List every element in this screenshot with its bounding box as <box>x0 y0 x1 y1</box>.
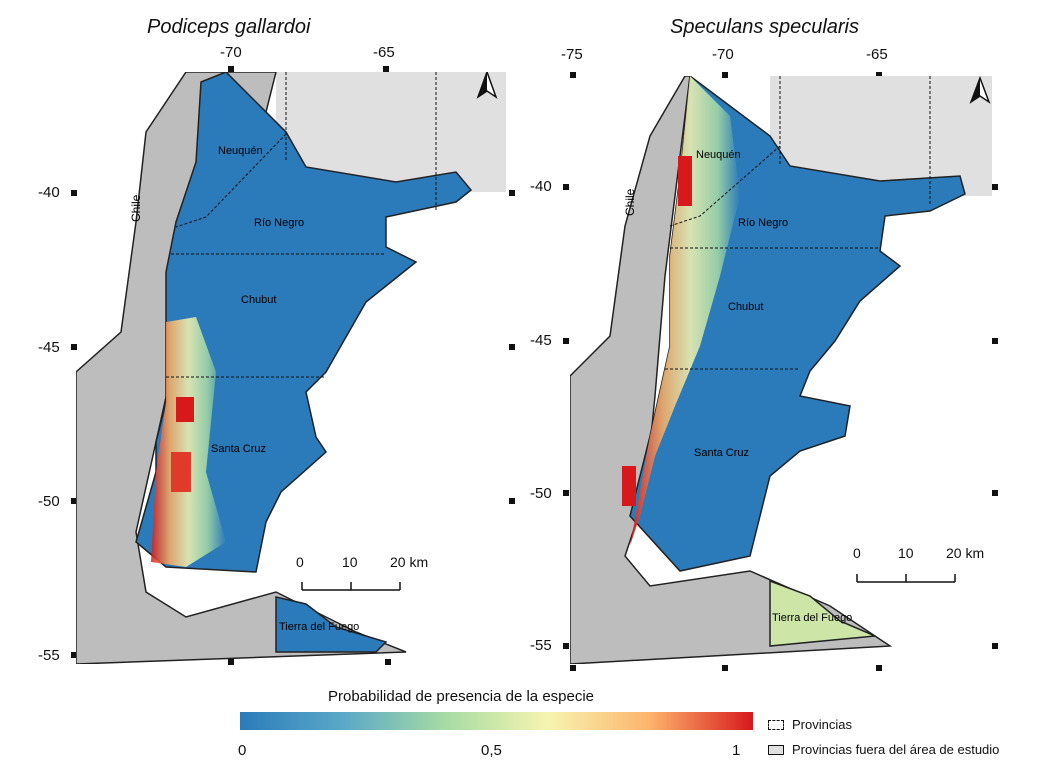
tierra-del-fuego <box>769 579 876 647</box>
top-tick-label: -70 <box>220 44 242 61</box>
tick-mark <box>722 72 728 78</box>
tick-mark <box>71 344 77 350</box>
tick-mark <box>563 338 569 344</box>
tick-mark <box>876 72 882 78</box>
dashed-box-icon <box>768 720 784 730</box>
left-tick-label: -50 <box>530 485 552 502</box>
map-title: Podiceps gallardoi <box>147 16 311 38</box>
tick-mark <box>563 184 569 190</box>
top-tick-label: -65 <box>866 46 888 63</box>
legend-min-label: 0 <box>238 742 247 759</box>
scalebar-label: 20 km <box>390 554 429 570</box>
outside-province-border <box>285 72 437 212</box>
tick-mark <box>563 490 569 496</box>
left-tick-label: -45 <box>38 339 60 356</box>
tick-mark <box>992 338 998 344</box>
province-label: Chubut <box>728 301 763 313</box>
province-label: Tierra del Fuego <box>772 612 852 624</box>
map-canvas: Neuquén Río Negro Chubut Santa Cruz Tier… <box>570 76 992 664</box>
province-label: Río Negro <box>738 217 788 229</box>
scalebar <box>856 574 956 583</box>
tick-mark <box>722 665 728 671</box>
province-label: Chubut <box>241 294 276 306</box>
legend-key-provinces: Provincias <box>768 717 852 732</box>
province-label: Tierra del Fuego <box>279 621 359 633</box>
legend-key-label: Provincias fuera del área de estudio <box>792 742 1000 757</box>
left-tick-label: -40 <box>38 184 60 201</box>
country-label: Chile <box>623 188 637 216</box>
tierra-del-fuego <box>275 596 388 653</box>
tick-mark <box>992 643 998 649</box>
legend-max-label: 1 <box>732 742 741 759</box>
hotspot <box>622 466 636 506</box>
country-label: Chile <box>129 194 143 222</box>
top-tick-label: -65 <box>373 44 395 61</box>
chile-land <box>570 76 893 664</box>
hotspot <box>171 452 191 492</box>
legend-mid-label: 0,5 <box>481 742 502 759</box>
tick-mark <box>992 490 998 496</box>
province-label: Santa Cruz <box>694 447 749 459</box>
scalebar-label: 20 km <box>946 545 985 561</box>
tick-mark <box>71 498 77 504</box>
tick-mark <box>383 66 389 72</box>
map-title: Speculans specularis <box>670 16 859 38</box>
province-label: Neuquén <box>696 149 741 161</box>
north-arrow-icon <box>969 76 991 104</box>
province-borders <box>665 145 880 370</box>
tick-mark <box>71 652 77 658</box>
tick-mark <box>228 66 234 72</box>
outside-province-border <box>779 76 931 206</box>
legend-key-label: Provincias <box>792 717 852 732</box>
north-arrow-icon <box>476 72 498 99</box>
top-tick-label: -70 <box>712 46 734 63</box>
tick-mark <box>570 72 576 78</box>
scalebar-label: 10 <box>898 545 914 561</box>
suitability-zone <box>630 76 740 546</box>
scalebar-label: 0 <box>296 554 304 570</box>
province-label: Santa Cruz <box>211 443 266 455</box>
left-tick-label: -55 <box>530 637 552 654</box>
legend-key-outside: Provincias fuera del área de estudio <box>768 742 1000 757</box>
legend-title: Probabilidad de presencia de la especie <box>328 688 595 705</box>
left-tick-label: -55 <box>38 647 60 664</box>
top-tick-label: -75 <box>561 46 583 63</box>
scalebar-label: 0 <box>853 545 861 561</box>
province-label: Neuquén <box>218 145 263 157</box>
tick-mark <box>570 665 576 671</box>
tick-mark <box>509 190 515 196</box>
map-canvas: Neuquén Río Negro Chubut Santa Cruz Tier… <box>76 72 506 664</box>
scalebar <box>301 582 401 591</box>
hotspot <box>678 156 692 206</box>
left-tick-label: -40 <box>530 178 552 195</box>
tick-mark <box>228 659 234 665</box>
legend-colorbar <box>240 712 753 730</box>
province-borders <box>166 133 386 378</box>
tick-mark <box>992 184 998 190</box>
tick-mark <box>385 659 391 665</box>
solid-box-icon <box>768 745 784 755</box>
tick-mark <box>71 190 77 196</box>
province-label: Río Negro <box>254 217 304 229</box>
left-tick-label: -50 <box>38 493 60 510</box>
tick-mark <box>563 643 569 649</box>
left-tick-label: -45 <box>530 332 552 349</box>
tick-mark <box>876 665 882 671</box>
tick-mark <box>509 498 515 504</box>
hotspot <box>176 397 194 422</box>
suitability-zone <box>151 317 226 567</box>
scalebar-label: 10 <box>342 554 358 570</box>
tick-mark <box>509 344 515 350</box>
